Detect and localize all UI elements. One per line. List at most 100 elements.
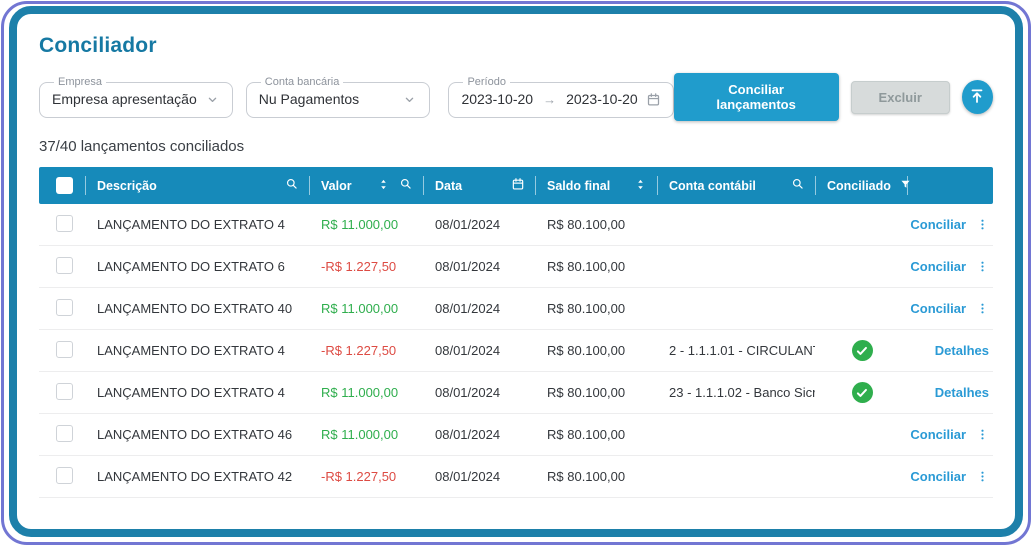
cell-descricao: LANÇAMENTO DO EXTRATO 40 <box>97 301 293 316</box>
cell-valor: R$ 11.000,00 <box>321 385 399 400</box>
header-cell-conciliado[interactable]: Conciliado <box>815 167 910 204</box>
cell-actions: Conciliar <box>907 427 993 442</box>
cell-saldo-final: R$ 80.100,00 <box>547 427 626 442</box>
cell-actions: Conciliar <box>907 301 993 316</box>
row-checkbox[interactable] <box>56 214 73 232</box>
cell-data: 08/01/2024 <box>435 259 501 274</box>
header-cell-actions <box>907 167 993 204</box>
row-action-link[interactable]: Conciliar <box>910 427 966 442</box>
row-action-link[interactable]: Detalhes <box>934 343 989 358</box>
cell-conciliado <box>815 214 907 235</box>
column-label: Conta contábil <box>669 178 756 193</box>
header-cell-data[interactable]: Data <box>423 167 535 204</box>
cell-conciliado <box>815 340 907 361</box>
conta-bancaria-select[interactable]: Conta bancária Nu Pagamentos <box>245 76 431 118</box>
row-checkbox[interactable] <box>56 466 73 484</box>
header-cell-valor[interactable]: Valor <box>309 167 423 204</box>
kebab-menu-icon[interactable] <box>976 217 989 232</box>
empresa-value: Empresa apresentação <box>52 91 197 107</box>
row-action-link[interactable]: Conciliar <box>910 259 966 274</box>
kebab-menu-icon[interactable] <box>976 259 989 274</box>
cell-valor: R$ 11.000,00 <box>321 217 399 232</box>
table-row: LANÇAMENTO DO EXTRATO 6 -R$ 1.227,50 08/… <box>39 246 993 288</box>
cell-descricao: LANÇAMENTO DO EXTRATO 46 <box>97 427 293 442</box>
upload-icon <box>968 87 986 108</box>
row-checkbox[interactable] <box>56 298 73 316</box>
cell-checkbox <box>39 382 85 403</box>
header-cell-checkbox <box>39 167 85 204</box>
header-cell-saldo-final[interactable]: Saldo final <box>535 167 657 204</box>
cell-data: 08/01/2024 <box>435 301 501 316</box>
search-icon[interactable] <box>399 177 413 194</box>
lancamentos-table: Descrição Valor Data Saldo final Conta c… <box>39 167 993 498</box>
cell-descricao: LANÇAMENTO DO EXTRATO 4 <box>97 385 285 400</box>
table-row: LANÇAMENTO DO EXTRATO 4 R$ 11.000,00 08/… <box>39 204 993 246</box>
cell-saldo-final: R$ 80.100,00 <box>547 385 626 400</box>
column-label: Descrição <box>97 178 157 193</box>
row-checkbox[interactable] <box>56 256 73 274</box>
column-label: Data <box>435 178 463 193</box>
cell-saldo-final: R$ 80.100,00 <box>547 217 626 232</box>
cell-conciliado <box>815 298 907 319</box>
cell-valor: -R$ 1.227,50 <box>321 343 397 358</box>
cell-checkbox <box>39 466 85 487</box>
conciliado-check-icon <box>851 382 873 403</box>
cell-saldo-final: R$ 80.100,00 <box>547 301 626 316</box>
empresa-select[interactable]: Empresa Empresa apresentação <box>39 76 233 118</box>
upload-button[interactable] <box>961 80 993 114</box>
toolbar: Conciliar lançamentos Excluir <box>673 73 993 121</box>
conciliador-card: Conciliador Empresa Empresa apresentação… <box>9 6 1023 537</box>
periodo-daterange[interactable]: Período 2023-10-20 → 2023-10-20 <box>448 76 674 118</box>
select-all-checkbox[interactable] <box>56 177 73 194</box>
table-header: Descrição Valor Data Saldo final Conta c… <box>39 167 993 204</box>
row-checkbox[interactable] <box>56 340 73 358</box>
row-action-link[interactable]: Conciliar <box>910 469 966 484</box>
cell-checkbox <box>39 256 85 277</box>
row-action-link[interactable]: Conciliar <box>910 301 966 316</box>
periodo-end-date[interactable]: 2023-10-20 <box>566 91 638 107</box>
row-checkbox[interactable] <box>56 382 73 400</box>
row-action-link[interactable]: Detalhes <box>934 385 989 400</box>
excluir-button[interactable]: Excluir <box>850 80 950 114</box>
kebab-menu-icon[interactable] <box>976 469 989 484</box>
cell-checkbox <box>39 424 85 445</box>
cell-valor: -R$ 1.227,50 <box>321 469 397 484</box>
conta-bancaria-label: Conta bancária <box>264 76 340 88</box>
filter-row: Empresa Empresa apresentação Conta bancá… <box>39 73 993 121</box>
kebab-menu-icon[interactable] <box>976 301 989 316</box>
cell-actions: Detalhes <box>907 385 993 400</box>
search-icon[interactable] <box>791 177 805 194</box>
cell-conta-contabil: 23 - 1.1.1.02 - Banco Sicredi <box>669 385 815 400</box>
chevron-down-icon <box>205 92 220 107</box>
kebab-menu-icon[interactable] <box>976 427 989 442</box>
calendar-icon[interactable] <box>511 177 525 194</box>
sort-icon[interactable] <box>634 178 647 194</box>
cell-data: 08/01/2024 <box>435 343 501 358</box>
cell-actions: Detalhes <box>907 343 993 358</box>
row-action-link[interactable]: Conciliar <box>910 217 966 232</box>
chevron-down-icon <box>402 92 417 107</box>
cell-conciliado <box>815 256 907 277</box>
search-icon[interactable] <box>285 177 299 194</box>
cell-valor: -R$ 1.227,50 <box>321 259 397 274</box>
cell-conciliado <box>815 466 907 487</box>
cell-saldo-final: R$ 80.100,00 <box>547 343 626 358</box>
conciliado-check-icon <box>851 340 873 361</box>
column-label: Valor <box>321 178 352 193</box>
row-checkbox[interactable] <box>56 424 73 442</box>
cell-conciliado <box>815 424 907 445</box>
cell-descricao: LANÇAMENTO DO EXTRATO 4 <box>97 217 285 232</box>
conciliar-lancamentos-button[interactable]: Conciliar lançamentos <box>673 73 839 121</box>
cell-data: 08/01/2024 <box>435 217 501 232</box>
calendar-icon[interactable] <box>646 92 661 107</box>
periodo-label: Período <box>467 76 506 88</box>
header-cell-descricao[interactable]: Descrição <box>85 167 309 204</box>
cell-data: 08/01/2024 <box>435 469 501 484</box>
table-row: LANÇAMENTO DO EXTRATO 4 -R$ 1.227,50 08/… <box>39 330 993 372</box>
cell-saldo-final: R$ 80.100,00 <box>547 259 626 274</box>
periodo-start-date[interactable]: 2023-10-20 <box>461 91 534 107</box>
empresa-label: Empresa <box>58 76 103 88</box>
header-cell-conta-contabil[interactable]: Conta contábil <box>657 167 815 204</box>
sort-icon[interactable] <box>377 178 390 194</box>
cell-valor: R$ 11.000,00 <box>321 427 399 442</box>
